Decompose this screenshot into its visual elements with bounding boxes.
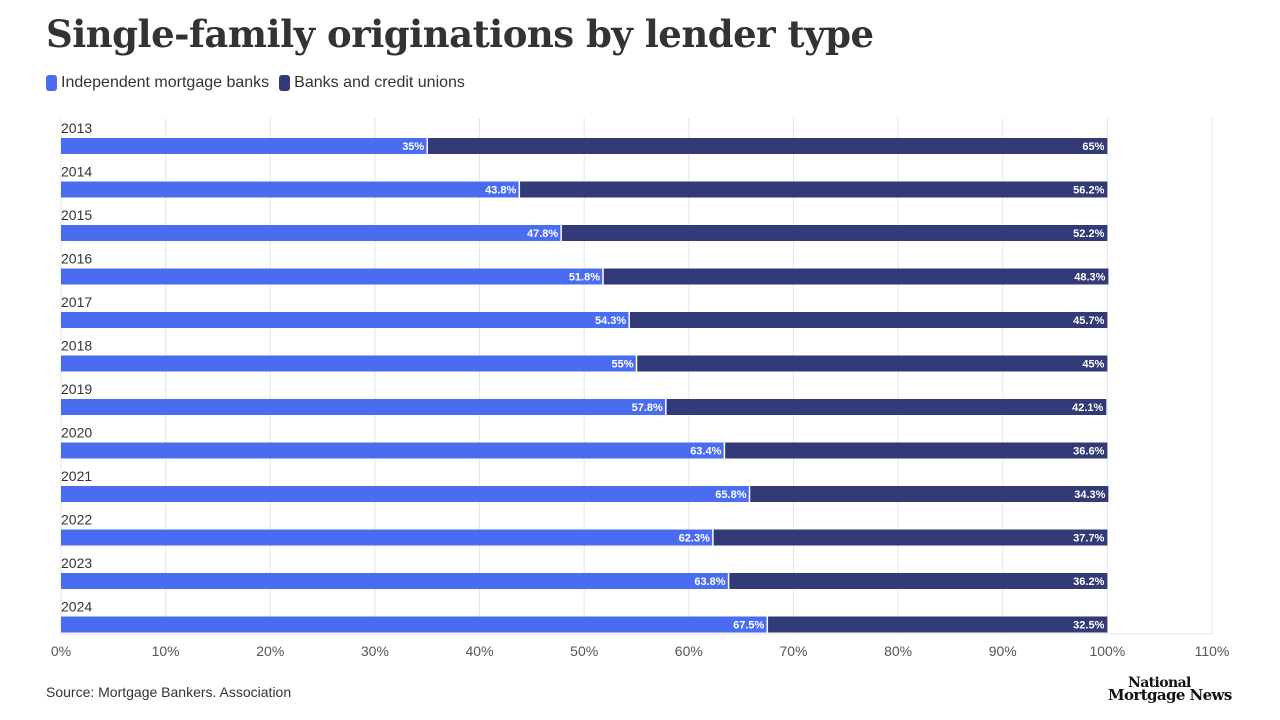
category-label: 2024	[61, 599, 92, 615]
bar-segment-imb	[61, 616, 768, 633]
bar-segment-banks	[728, 573, 1108, 589]
data-label: 56.2%	[1073, 185, 1104, 197]
category-label: 2022	[61, 512, 92, 528]
data-label: 34.3%	[1074, 489, 1105, 501]
x-tick-label: 40%	[466, 643, 494, 659]
x-tick-label: 30%	[361, 643, 389, 659]
x-tick-label: 20%	[256, 643, 284, 659]
bar-segment-imb	[61, 312, 630, 328]
bar-segment-imb	[61, 138, 428, 154]
bar-segment-imb	[61, 486, 750, 502]
legend: Independent mortgage banks Banks and cre…	[46, 74, 475, 92]
category-label: 2017	[61, 294, 92, 310]
bar-segment-banks	[724, 442, 1108, 459]
data-label: 67.5%	[733, 620, 764, 632]
legend-label-banks: Banks and credit unions	[294, 74, 465, 91]
category-label: 2020	[61, 425, 92, 441]
data-label: 35%	[402, 141, 424, 153]
x-tick-label: 90%	[989, 643, 1017, 659]
x-tick-label: 100%	[1089, 643, 1125, 659]
x-tick-label: 80%	[884, 643, 912, 659]
x-tick-label: 60%	[675, 643, 703, 659]
category-label: 2013	[61, 120, 92, 136]
legend-item-imb: Independent mortgage banks	[46, 74, 269, 92]
publisher-logo: National Mortgage News	[1108, 675, 1238, 706]
source-note: Source: Mortgage Bankers. Association	[46, 684, 292, 700]
logo-line-2: Mortgage News	[1108, 686, 1232, 705]
data-label: 42.1%	[1072, 402, 1103, 414]
x-tick-label: 10%	[152, 643, 180, 659]
bar-segment-banks	[749, 486, 1109, 502]
bar-segment-imb	[61, 573, 729, 589]
bar-segment-banks	[561, 225, 1108, 241]
bar-segment-imb	[61, 355, 637, 372]
data-label: 65.8%	[715, 489, 746, 501]
bar-segment-imb	[61, 181, 520, 198]
data-label: 37.7%	[1073, 533, 1104, 545]
category-label: 2021	[61, 468, 92, 484]
category-label: 2023	[61, 555, 92, 571]
data-label: 45%	[1082, 359, 1104, 371]
data-label: 63.4%	[690, 446, 721, 458]
category-label: 2014	[61, 164, 92, 180]
bar-segment-banks	[665, 399, 1107, 415]
category-label: 2015	[61, 207, 92, 223]
bar-segment-banks	[603, 268, 1109, 285]
data-label: 36.2%	[1073, 576, 1104, 588]
x-tick-label: 0%	[51, 643, 71, 659]
bar-segment-imb	[61, 268, 604, 285]
category-label: 2018	[61, 338, 92, 354]
legend-item-banks: Banks and credit unions	[279, 74, 465, 92]
category-label: 2016	[61, 251, 92, 267]
chart-title: Single-family originations by lender typ…	[46, 12, 874, 56]
data-label: 51.8%	[569, 272, 600, 284]
data-label: 63.8%	[694, 576, 725, 588]
legend-swatch-imb	[46, 75, 57, 91]
data-label: 62.3%	[679, 533, 710, 545]
x-tick-label: 110%	[1195, 643, 1230, 659]
data-label: 65%	[1082, 141, 1104, 153]
logo-line-1: National	[1128, 675, 1191, 691]
bar-segment-imb	[61, 399, 666, 415]
bar-segment-banks	[767, 616, 1108, 633]
legend-swatch-banks	[279, 75, 291, 91]
data-label: 54.3%	[595, 315, 626, 327]
data-label: 57.8%	[632, 402, 663, 414]
data-label: 47.8%	[527, 228, 558, 240]
bar-segment-banks	[629, 312, 1108, 328]
data-label: 43.8%	[485, 185, 516, 197]
data-label: 55%	[611, 359, 633, 371]
data-label: 45.7%	[1073, 315, 1104, 327]
data-label: 32.5%	[1073, 620, 1104, 632]
legend-label-imb: Independent mortgage banks	[61, 74, 270, 91]
category-label: 2019	[61, 381, 92, 397]
bar-segment-imb	[61, 225, 562, 241]
bar-segment-banks	[636, 355, 1108, 372]
x-tick-label: 70%	[779, 643, 807, 659]
bar-segment-banks	[519, 181, 1108, 198]
bar-segment-imb	[61, 442, 725, 459]
data-label: 36.6%	[1073, 446, 1104, 458]
bar-segment-imb	[61, 529, 713, 546]
bar-segment-banks	[712, 529, 1108, 546]
x-tick-label: 50%	[570, 643, 598, 659]
data-label: 48.3%	[1074, 272, 1105, 284]
bar-segment-banks	[427, 138, 1108, 154]
data-label: 52.2%	[1073, 228, 1104, 240]
